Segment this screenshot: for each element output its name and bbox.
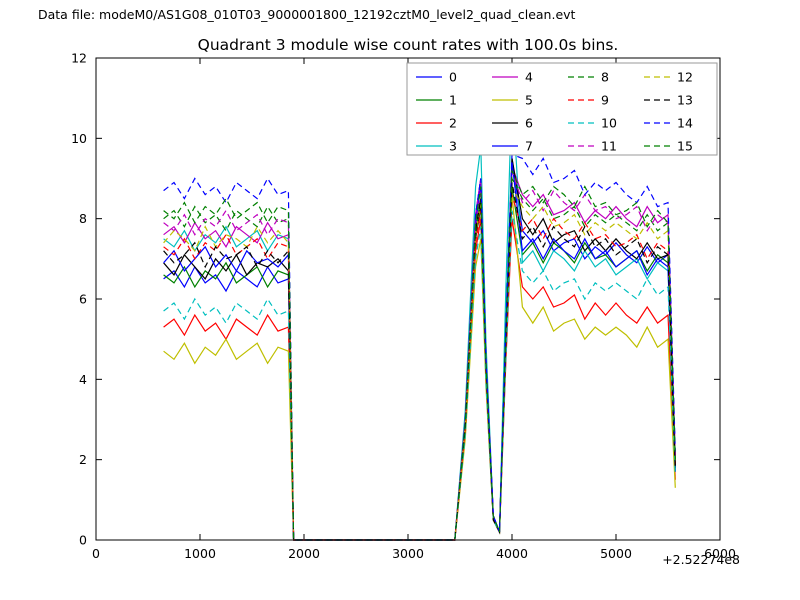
plot-border	[95, 57, 721, 541]
series-line-10	[163, 210, 676, 541]
legend-entry-13: 13	[644, 93, 693, 108]
legend-entry-6: 6	[492, 116, 533, 131]
legend-label: 8	[601, 70, 609, 85]
legend-entry-14: 14	[644, 116, 693, 131]
series-line-12	[163, 184, 676, 541]
legend-label: 14	[677, 116, 693, 131]
series-line-15	[163, 170, 676, 541]
y-tick-label: 0	[79, 533, 87, 548]
series-line-9	[163, 194, 676, 541]
legend-entry-9: 9	[568, 93, 609, 108]
series-line-11	[163, 170, 676, 541]
y-tick-label: 8	[79, 211, 87, 226]
legend-entry-10: 10	[568, 116, 617, 131]
legend-entry-11: 11	[568, 139, 617, 154]
legend-label: 3	[449, 139, 457, 154]
legend-entry-0: 0	[416, 70, 457, 85]
y-tick-label: 4	[79, 372, 87, 387]
series-lines	[163, 90, 676, 541]
x-tick-label: 0	[92, 546, 100, 561]
legend-entry-5: 5	[492, 93, 533, 108]
legend-label: 12	[677, 70, 693, 85]
legend-entry-8: 8	[568, 70, 609, 85]
series-line-7	[163, 162, 676, 541]
legend-label: 2	[449, 116, 457, 131]
legend-label: 4	[525, 70, 533, 85]
legend-label: 10	[601, 116, 617, 131]
legend-label: 6	[525, 116, 533, 131]
legend-entry-2: 2	[416, 116, 457, 131]
x-tick-label: 4000	[496, 546, 528, 561]
series-line-1	[163, 186, 676, 541]
legend-box	[406, 62, 718, 156]
x-axis-offset-label: +2.52274e8	[662, 552, 740, 567]
y-tick-label: 10	[71, 131, 87, 146]
legend-label: 11	[601, 139, 617, 154]
datafile-label: Data file: modeM0/AS1G08_010T03_90000018…	[38, 7, 576, 22]
legend-entry-7: 7	[492, 139, 533, 154]
series-line-8	[163, 176, 676, 541]
x-tick-label: 1000	[184, 546, 216, 561]
legend-entry-15: 15	[644, 139, 693, 154]
legend-label: 13	[677, 93, 693, 108]
x-tick-label: 2000	[288, 546, 320, 561]
legend-entry-12: 12	[644, 70, 693, 85]
series-line-2	[163, 218, 676, 541]
chart-title: Quadrant 3 module wise count rates with …	[197, 36, 619, 54]
x-tick-label: 6000	[704, 546, 736, 561]
x-axis-ticks: 0 1000 2000 3000 4000 5000 6000	[92, 58, 736, 561]
y-tick-label: 12	[71, 51, 87, 66]
series-line-14	[163, 153, 676, 541]
legend-label: 15	[677, 139, 693, 154]
series-line-13	[163, 182, 676, 541]
legend-label: 1	[449, 93, 457, 108]
x-tick-label: 5000	[600, 546, 632, 561]
legend-label: 9	[601, 93, 609, 108]
legend-label: 5	[525, 93, 533, 108]
legend-entry-3: 3	[416, 139, 457, 154]
series-line-4	[163, 166, 676, 541]
legend-entry-4: 4	[492, 70, 533, 85]
y-tick-label: 2	[79, 452, 87, 467]
series-line-5	[163, 194, 676, 541]
legend-entry-1: 1	[416, 93, 457, 108]
series-line-3	[163, 90, 676, 541]
legend-label: 0	[449, 70, 457, 85]
legend-label: 7	[525, 139, 533, 154]
x-tick-label: 3000	[392, 546, 424, 561]
y-tick-label: 6	[79, 292, 87, 307]
